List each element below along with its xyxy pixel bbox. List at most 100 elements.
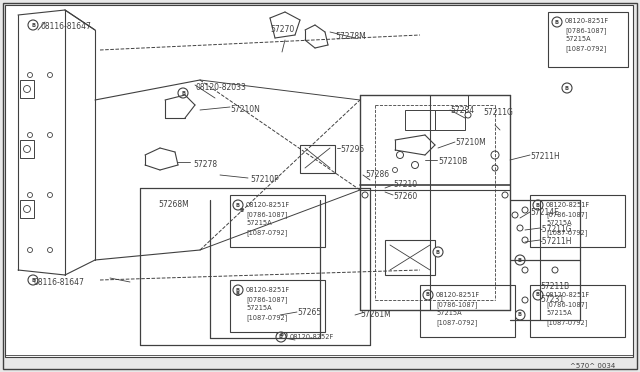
Text: [1087-0792]: [1087-0792] — [436, 319, 477, 326]
Text: B: B — [436, 250, 440, 254]
Bar — [548, 12, 628, 67]
Text: B: B — [518, 312, 522, 317]
Text: 57210: 57210 — [393, 180, 417, 189]
Circle shape — [362, 192, 368, 198]
Text: B: B — [240, 208, 244, 212]
Text: 57210N: 57210N — [230, 105, 260, 114]
Circle shape — [522, 267, 528, 273]
Text: [0786-1087]: [0786-1087] — [546, 301, 588, 308]
Circle shape — [552, 237, 558, 243]
Text: 57261M: 57261M — [360, 310, 391, 319]
Text: B: B — [181, 90, 185, 96]
Circle shape — [423, 290, 433, 300]
Circle shape — [47, 247, 52, 253]
Circle shape — [24, 86, 31, 93]
Circle shape — [522, 237, 528, 243]
Text: 57268M: 57268M — [158, 200, 189, 209]
Circle shape — [233, 200, 243, 210]
Text: 08120-8251F: 08120-8251F — [436, 292, 480, 298]
Text: 08120-8251F: 08120-8251F — [546, 202, 590, 208]
Circle shape — [28, 192, 33, 198]
Circle shape — [515, 310, 525, 320]
Text: 57215A: 57215A — [246, 305, 271, 311]
Circle shape — [28, 247, 33, 253]
Text: 08116-81647: 08116-81647 — [33, 278, 84, 287]
Bar — [405, 110, 435, 130]
Text: [0786-1087]: [0786-1087] — [436, 301, 477, 308]
Text: 08120-8251F: 08120-8251F — [546, 292, 590, 298]
Text: B: B — [235, 292, 239, 298]
Text: 08120-8252F: 08120-8252F — [290, 334, 334, 340]
Bar — [385, 240, 435, 275]
Text: ^570^ 0034: ^570^ 0034 — [570, 363, 615, 369]
Circle shape — [28, 275, 38, 285]
Text: 57284: 57284 — [450, 106, 474, 115]
Text: 57231: 57231 — [540, 295, 564, 304]
Text: 57210M: 57210M — [455, 138, 486, 147]
Text: B: B — [536, 202, 540, 208]
Text: [0786-1087]: [0786-1087] — [546, 211, 588, 218]
Text: 08120-8251F: 08120-8251F — [246, 287, 290, 293]
Circle shape — [492, 165, 498, 171]
Circle shape — [562, 83, 572, 93]
Text: B: B — [565, 86, 569, 90]
Circle shape — [522, 207, 528, 213]
Circle shape — [515, 255, 525, 265]
Circle shape — [47, 73, 52, 77]
Text: 57270: 57270 — [270, 25, 294, 34]
Circle shape — [232, 290, 242, 300]
Text: 57260: 57260 — [393, 192, 417, 201]
Circle shape — [272, 305, 278, 311]
Text: B: B — [555, 19, 559, 25]
Circle shape — [522, 297, 528, 303]
Bar — [435, 110, 465, 130]
Circle shape — [28, 132, 33, 138]
Circle shape — [237, 205, 247, 215]
Text: 08120-8251F: 08120-8251F — [246, 202, 290, 208]
Circle shape — [552, 17, 562, 27]
Text: B: B — [279, 334, 283, 340]
Bar — [20, 80, 34, 98]
Circle shape — [533, 200, 543, 210]
Bar — [20, 140, 34, 158]
Text: 57278: 57278 — [193, 160, 217, 169]
Circle shape — [24, 145, 31, 153]
Text: [1087-0792]: [1087-0792] — [246, 314, 287, 321]
Text: [1087-0792]: [1087-0792] — [246, 229, 287, 236]
Text: 57286: 57286 — [365, 170, 389, 179]
Text: 08120-8251F: 08120-8251F — [565, 18, 609, 24]
Circle shape — [28, 73, 33, 77]
Bar — [230, 195, 325, 247]
Bar — [20, 200, 34, 218]
Text: 57215A: 57215A — [546, 310, 572, 316]
Circle shape — [47, 132, 52, 138]
Circle shape — [512, 212, 518, 218]
Text: [0786-1087]: [0786-1087] — [246, 296, 287, 303]
Circle shape — [552, 207, 558, 213]
Text: B: B — [236, 288, 240, 292]
Circle shape — [47, 192, 52, 198]
Circle shape — [28, 20, 38, 30]
Text: -57211H: -57211H — [540, 237, 573, 246]
Text: B: B — [518, 257, 522, 263]
Text: B: B — [536, 292, 540, 298]
Text: B: B — [426, 292, 430, 298]
Circle shape — [533, 290, 543, 300]
Circle shape — [552, 267, 558, 273]
Circle shape — [517, 225, 523, 231]
Text: 57215A: 57215A — [436, 310, 461, 316]
Text: [1087-0792]: [1087-0792] — [565, 45, 606, 52]
Bar — [230, 280, 325, 332]
Circle shape — [178, 88, 188, 98]
Circle shape — [276, 332, 286, 342]
Bar — [245, 295, 285, 320]
Text: [0786-1087]: [0786-1087] — [565, 27, 607, 34]
Circle shape — [277, 330, 287, 340]
Circle shape — [397, 151, 403, 158]
Bar — [530, 285, 625, 337]
Circle shape — [24, 205, 31, 212]
Text: B: B — [280, 333, 284, 337]
Text: 57278M: 57278M — [335, 32, 365, 41]
Circle shape — [392, 167, 397, 173]
Text: [1087-0792]: [1087-0792] — [546, 229, 588, 236]
